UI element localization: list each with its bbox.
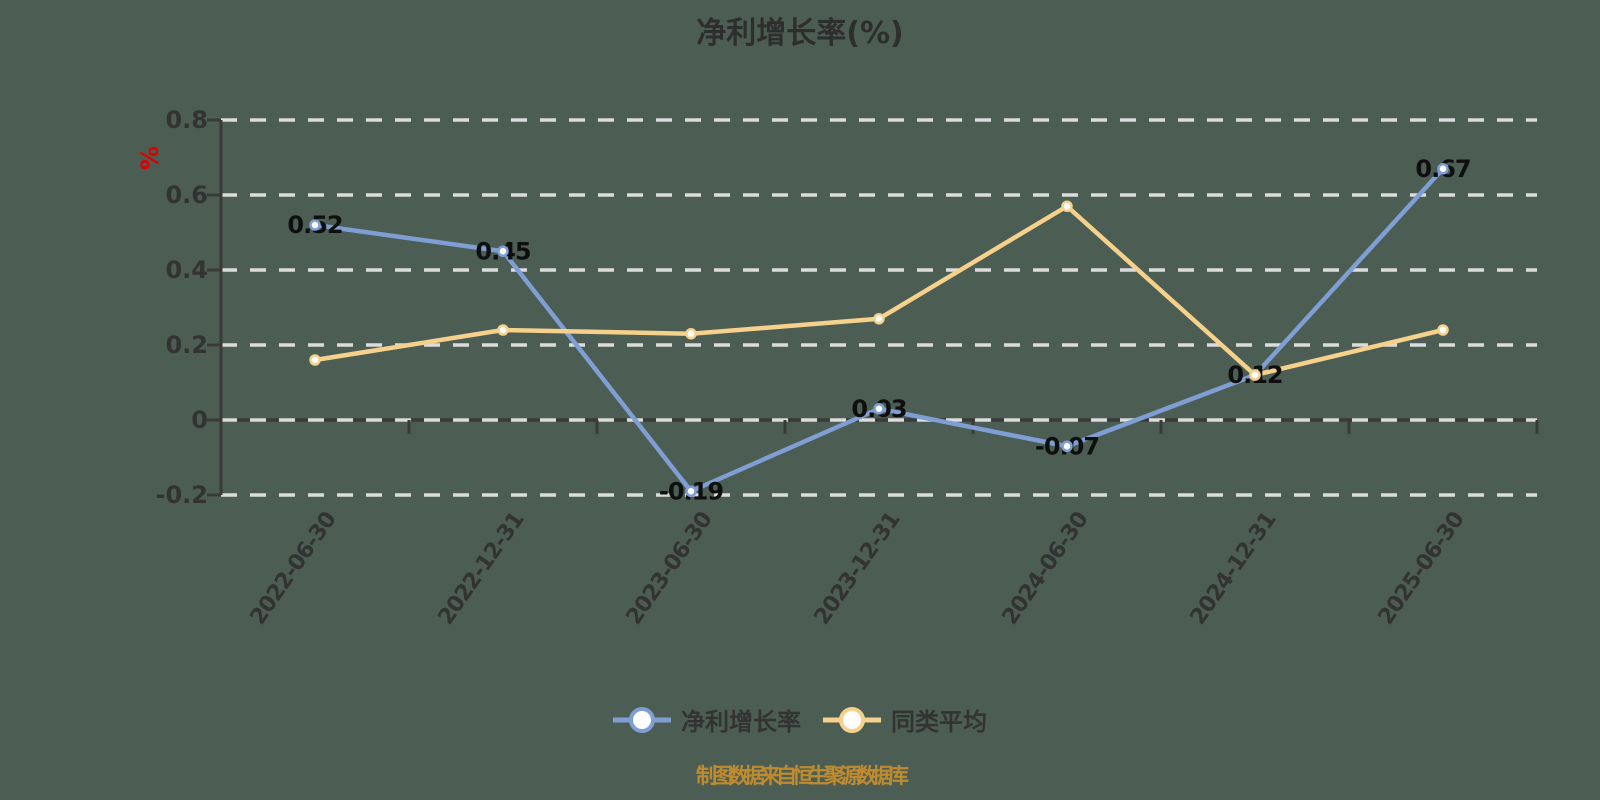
data-point-marker[interactable] <box>873 313 885 325</box>
data-point-marker[interactable] <box>1437 324 1449 336</box>
line-circle-marker-icon <box>823 706 881 733</box>
y-axis-label: 0.4 <box>165 256 208 284</box>
y-axis-label: -0.2 <box>155 481 208 509</box>
data-point-marker[interactable] <box>1437 163 1449 175</box>
net-profit-growth-line[interactable] <box>312 166 1446 494</box>
data-point-marker[interactable] <box>497 245 509 257</box>
peer-average-line[interactable] <box>312 204 1446 378</box>
y-axis-label: 0.6 <box>165 181 208 209</box>
data-point-marker[interactable] <box>309 354 321 366</box>
y-axis-label: 0.8 <box>165 106 208 134</box>
data-point-marker[interactable] <box>1061 200 1073 212</box>
legend: 净利增长率 同类平均 <box>0 702 1600 737</box>
chart-title: 净利增长率(%) <box>696 16 904 51</box>
y-axis-label: 0 <box>191 406 208 434</box>
data-point-marker[interactable] <box>497 324 509 336</box>
data-point-marker[interactable] <box>685 485 697 497</box>
legend-item-peer-average[interactable]: 同类平均 <box>823 702 987 737</box>
legend-item-label: 净利增长率 <box>681 708 801 736</box>
legend-item-label: 同类平均 <box>891 708 987 736</box>
data-point-marker[interactable] <box>1249 369 1261 381</box>
data-point-marker[interactable] <box>873 403 885 415</box>
data-source-note: 制图数据来自恒生聚源数据库 <box>696 764 909 788</box>
y-axis-label: 0.2 <box>165 331 208 359</box>
data-point-marker[interactable] <box>1061 440 1073 452</box>
line-circle-marker-icon <box>613 706 671 733</box>
legend-item-net-profit-growth[interactable]: 净利增长率 <box>613 702 801 737</box>
data-point-marker[interactable] <box>685 328 697 340</box>
data-point-marker[interactable] <box>309 219 321 231</box>
